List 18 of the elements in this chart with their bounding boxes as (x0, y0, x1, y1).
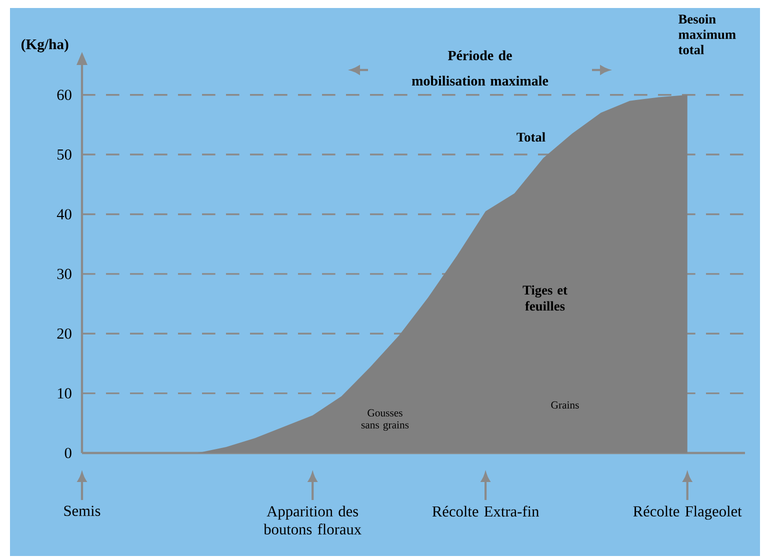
y-tick-label: 20 (57, 328, 72, 339)
y-tick-label: 60 (57, 90, 72, 100)
y-tick-label: 50 (58, 149, 72, 160)
y-tick-label: 30 (57, 268, 72, 280)
x-tick-label: Récolte Flageolet (633, 506, 742, 520)
x-tick-label: Semis (64, 506, 100, 516)
y-tick-label: 40 (56, 209, 72, 220)
annotation: Gousses sans grains (361, 409, 409, 431)
annotation: Période de mobilisation maximale (412, 50, 548, 86)
text: Besoin maximum total (678, 14, 736, 54)
annotation: Total (516, 132, 546, 142)
y-axis-title: (Kg/ha) (21, 38, 68, 52)
x-tick-label: Apparition des boutons floraux (264, 506, 362, 534)
y-tick-label: 0 (64, 448, 72, 458)
x-tick-label: Récolte Extra-fin (432, 506, 539, 517)
annotation: Tiges et feuilles (522, 285, 568, 311)
y-tick-label: 10 (58, 388, 72, 398)
annotation: Grains (551, 401, 579, 409)
